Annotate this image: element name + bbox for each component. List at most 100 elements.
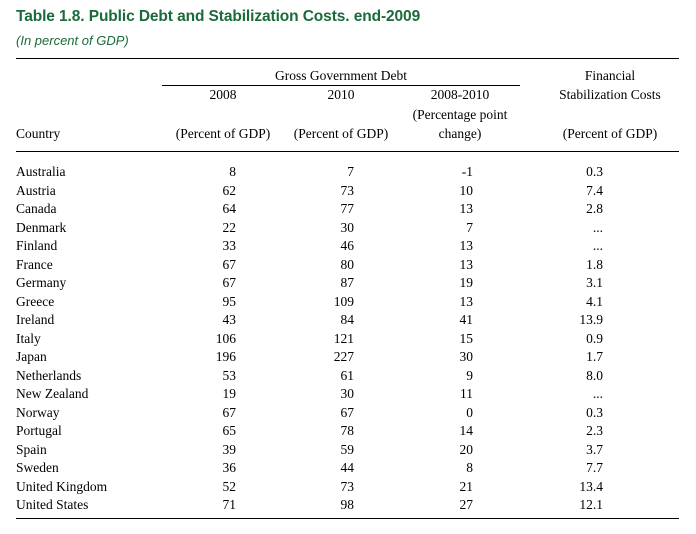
table-row: New Zealand 19 30 11...	[0, 385, 696, 403]
header-change-unit-line1: (Percentage point	[412, 107, 508, 122]
country-cell: Netherlands	[16, 367, 82, 383]
table-row: Finland 33 46 13...	[0, 237, 696, 255]
change-cell: 21	[459, 478, 474, 494]
table-row: Spain 39 59 20 3.7	[0, 441, 696, 459]
country-cell: United States	[16, 497, 89, 512]
table-row: Ireland 43 84 41 13.9	[0, 311, 696, 329]
change-cell: 13	[459, 201, 474, 216]
fin-cost-cell: 3.1	[586, 275, 603, 290]
fin-cost-cell: 3.7	[586, 441, 603, 457]
debt-2008-cell: 19	[222, 386, 237, 401]
header-unit-2008: (Percent of GDP)	[175, 126, 271, 141]
header-col-2008: 2008	[209, 87, 237, 102]
country-cell: Italy	[16, 330, 41, 346]
table-row: Japan 196 227 30 1.7	[0, 348, 696, 366]
country-cell: France	[16, 256, 53, 272]
debt-2008-cell: 43	[222, 312, 237, 327]
fin-cost-cell: ...	[592, 238, 603, 253]
debt-2008-cell: 53	[222, 367, 237, 383]
fin-cost-cell: 0.3	[586, 404, 603, 420]
debt-2008-cell: 67	[222, 404, 237, 420]
fin-cost-cell: 12.1	[579, 497, 603, 512]
change-cell: 41	[459, 312, 474, 327]
group-underline	[162, 85, 520, 86]
debt-2008-cell: 64	[222, 201, 237, 216]
fin-cost-cell: 7.7	[586, 460, 603, 475]
change-cell: 13	[459, 293, 474, 309]
header-group-gross-debt: Gross Government Debt	[275, 68, 407, 83]
debt-2010-cell: 109	[333, 293, 354, 309]
debt-2010-cell: 77	[340, 201, 355, 216]
fin-cost-cell: 2.8	[586, 201, 603, 216]
fin-cost-cell: ...	[592, 219, 603, 235]
debt-2008-cell: 95	[222, 293, 237, 309]
country-cell: Denmark	[16, 219, 67, 235]
fin-cost-cell: 8.0	[586, 367, 603, 383]
table-row: Italy 106 121 15 0.9	[0, 330, 696, 348]
debt-2008-cell: 196	[215, 349, 236, 364]
header-country: Country	[16, 126, 61, 141]
debt-2010-cell: 61	[340, 367, 355, 383]
top-rule	[16, 58, 679, 59]
debt-2010-cell: 87	[340, 275, 355, 290]
change-cell: 9	[466, 367, 473, 383]
country-cell: Greece	[16, 293, 55, 309]
change-cell: 15	[459, 330, 474, 346]
header-unit-fin: (Percent of GDP)	[562, 126, 658, 141]
table-row: Greece 95 109 13 4.1	[0, 293, 696, 311]
change-cell: 14	[459, 423, 474, 438]
debt-2008-cell: 106	[215, 330, 236, 346]
debt-2010-cell: 73	[340, 182, 355, 198]
change-cell: 13	[459, 256, 474, 272]
header-financial-line2: Stabilization Costs	[559, 87, 661, 102]
debt-2008-cell: 67	[222, 275, 237, 290]
debt-2010-cell: 80	[340, 256, 355, 272]
country-cell: Australia	[16, 164, 66, 179]
fin-cost-cell: 4.1	[586, 293, 603, 309]
table-row: Austria 62 73 10 7.4	[0, 182, 696, 200]
debt-2008-cell: 8	[229, 164, 236, 179]
table-row: Sweden 36 44 8 7.7	[0, 459, 696, 477]
table-row: Canada 64 77 13 2.8	[0, 200, 696, 218]
table-row: France 67 80 13 1.8	[0, 256, 696, 274]
bottom-rule	[16, 518, 679, 519]
debt-2008-cell: 36	[222, 460, 237, 475]
debt-2008-cell: 22	[222, 219, 237, 235]
debt-2010-cell: 121	[333, 330, 354, 346]
header-col-change: 2008-2010	[430, 87, 490, 102]
debt-2010-cell: 30	[340, 386, 355, 401]
debt-2008-cell: 65	[222, 423, 237, 438]
change-cell: 30	[459, 349, 474, 364]
table-row: Denmark 22 30 7...	[0, 219, 696, 237]
header-change-unit-line2: change)	[438, 126, 482, 141]
country-cell: Ireland	[16, 312, 55, 327]
change-cell: 7	[466, 219, 473, 235]
fin-cost-cell: 13.9	[579, 312, 603, 327]
country-cell: Portugal	[16, 423, 62, 438]
country-cell: Finland	[16, 238, 58, 253]
fin-cost-cell: 0.3	[586, 164, 603, 179]
header-col-2010: 2010	[327, 87, 355, 102]
table-row: Netherlands 53 61 9 8.0	[0, 367, 696, 385]
fin-cost-cell: 1.7	[586, 349, 603, 364]
change-cell: 0	[466, 404, 473, 420]
table-row: Germany 67 87 19 3.1	[0, 274, 696, 292]
table-subtitle: (In percent of GDP)	[16, 33, 129, 48]
country-cell: Japan	[16, 349, 47, 364]
header-financial-line1: Financial	[584, 68, 636, 83]
table-row: United States 71 98 27 12.1	[0, 496, 696, 514]
change-cell: 27	[459, 497, 474, 512]
table-row: Norway 67 67 0 0.3	[0, 404, 696, 422]
debt-2010-cell: 227	[333, 349, 354, 364]
debt-2008-cell: 39	[222, 441, 237, 457]
debt-2010-cell: 67	[340, 404, 355, 420]
change-cell: 10	[459, 182, 474, 198]
country-cell: Norway	[16, 404, 60, 420]
debt-2008-cell: 33	[222, 238, 237, 253]
debt-2010-cell: 73	[340, 478, 355, 494]
table-row: Portugal 65 78 14 2.3	[0, 422, 696, 440]
change-cell: 20	[459, 441, 474, 457]
country-cell: Canada	[16, 201, 57, 216]
debt-2010-cell: 44	[340, 460, 355, 475]
debt-2010-cell: 7	[347, 164, 354, 179]
